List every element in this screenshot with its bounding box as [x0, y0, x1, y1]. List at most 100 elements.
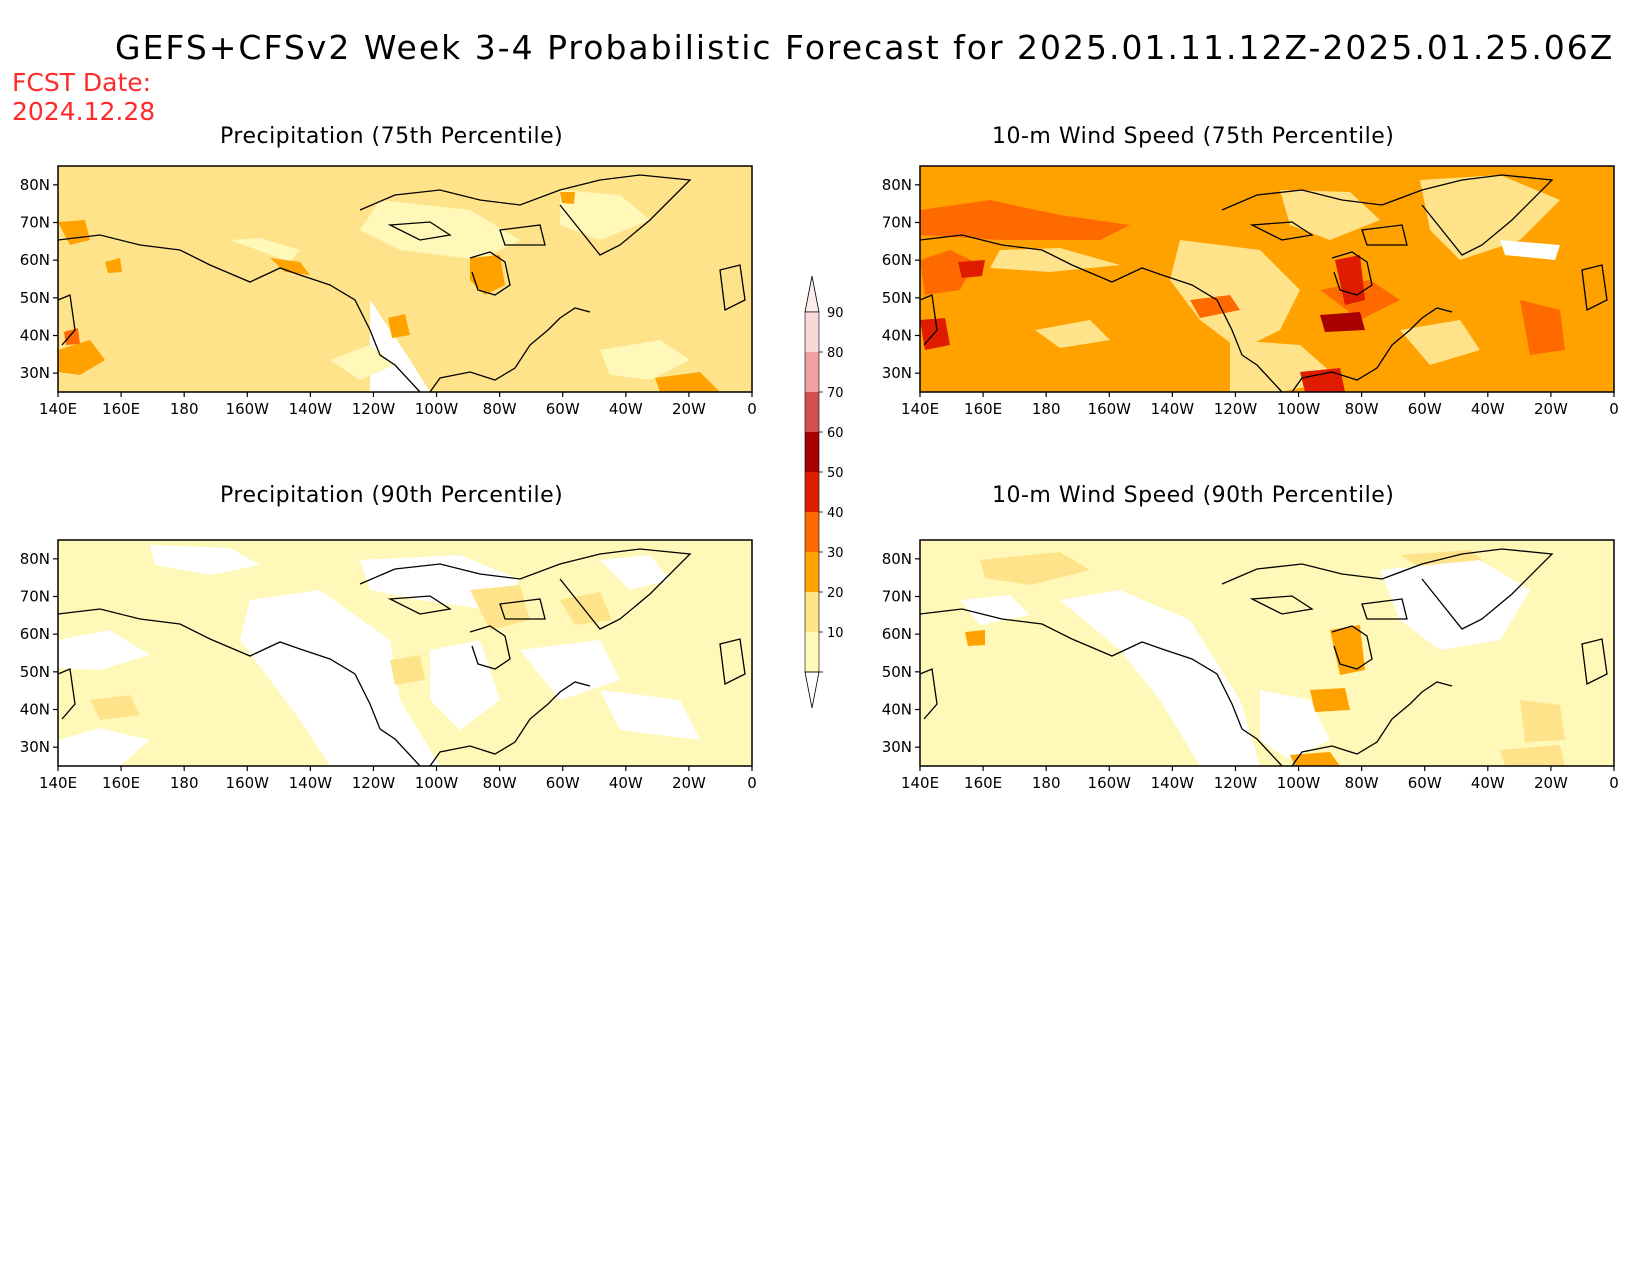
lat-tick-label: 70N — [20, 214, 50, 232]
lat-tick-label: 80N — [20, 176, 50, 194]
colorbar-bottom-triangle — [804, 671, 820, 709]
lon-tick-label: 180 — [170, 400, 199, 418]
lat-tick-label: 50N — [882, 289, 912, 307]
lon-tick-label: 80W — [1345, 774, 1379, 792]
lon-tick-label: 140W — [1151, 774, 1195, 792]
lon-tick-label: 160E — [964, 774, 1002, 792]
lon-tick-label: 120W — [1214, 774, 1258, 792]
lat-tick-label: 60N — [20, 625, 50, 643]
colorbar-swatch — [805, 632, 819, 672]
colorbar: 90 80 70 60 50 40 30 20 10 — [804, 275, 844, 709]
panel-title-wind-75: 10-m Wind Speed (75th Percentile) — [992, 124, 1395, 149]
lat-tick-label: 40N — [20, 701, 50, 719]
lat-tick-label: 50N — [20, 663, 50, 681]
lat-tick-label: 60N — [882, 251, 912, 269]
map-panel-wind-90 — [920, 540, 1614, 766]
lon-tick-label: 160E — [102, 400, 140, 418]
lon-tick-label: 40W — [609, 400, 643, 418]
frame-wind-75 — [919, 165, 1615, 393]
lat-tick-label: 50N — [20, 289, 50, 307]
lon-tick-label: 80W — [483, 400, 517, 418]
lon-tick-label: 120W — [352, 400, 396, 418]
lon-tick-label: 100W — [415, 774, 459, 792]
colorbar-swatch — [805, 552, 819, 592]
lon-tick-label: 80W — [1345, 400, 1379, 418]
lon-tick-label: 0 — [1609, 774, 1619, 792]
lat-tick-label: 50N — [882, 663, 912, 681]
panel-title-precip-75: Precipitation (75th Percentile) — [220, 124, 564, 149]
lat-tick-label: 60N — [882, 625, 912, 643]
map-panel-precip-90 — [58, 540, 752, 766]
lat-tick-label: 80N — [20, 550, 50, 568]
lat-tick-label: 40N — [882, 701, 912, 719]
colorbar-label: 20 — [827, 586, 844, 601]
colorbar-swatch — [805, 472, 819, 512]
colorbar-top-triangle — [804, 275, 820, 313]
panel-title-precip-90: Precipitation (90th Percentile) — [220, 483, 564, 508]
colorbar-swatch — [805, 352, 819, 392]
frame-precip-75 — [57, 165, 753, 393]
axis-ticks: 140E 160E 180 160W 140W 120W 100W 80W 60W 40W 20W 0… — [20, 176, 1619, 792]
figure-title: GEFS+CFSv2 Week 3-4 Probabilistic Foreca… — [115, 28, 1615, 67]
lon-tick-label: 160W — [1088, 774, 1132, 792]
colorbar-swatch — [805, 312, 819, 352]
lon-tick-label: 0 — [1609, 400, 1619, 418]
lat-tick-label: 30N — [882, 364, 912, 382]
lon-tick-label: 100W — [1277, 774, 1321, 792]
forecast-date-block: FCST Date: 2024.12.28 — [12, 68, 155, 126]
lon-tick-label: 180 — [1032, 774, 1061, 792]
lon-tick-label: 140W — [289, 400, 333, 418]
lat-tick-label: 60N — [20, 251, 50, 269]
lon-tick-label: 160E — [964, 400, 1002, 418]
colorbar-swatch — [805, 512, 819, 552]
map-panel-precip-75 — [58, 166, 752, 392]
lon-tick-label: 40W — [609, 774, 643, 792]
lon-tick-label: 0 — [747, 400, 757, 418]
lon-tick-label: 180 — [170, 774, 199, 792]
lat-tick-label: 80N — [882, 550, 912, 568]
lat-tick-label: 70N — [882, 588, 912, 606]
lon-tick-label: 120W — [1214, 400, 1258, 418]
forecast-date-value: 2024.12.28 — [12, 97, 156, 126]
lon-tick-label: 60W — [1408, 400, 1442, 418]
lat-tick-label: 30N — [882, 738, 912, 756]
lat-tick-label: 80N — [882, 176, 912, 194]
colorbar-border — [804, 311, 820, 673]
colorbar-label: 50 — [827, 466, 844, 481]
lon-tick-label: 140E — [39, 400, 77, 418]
colorbar-swatch — [805, 432, 819, 472]
lon-tick-label: 160W — [226, 774, 270, 792]
lon-tick-label: 140E — [901, 400, 939, 418]
colorbar-swatch — [805, 392, 819, 432]
colorbar-label: 90 — [827, 306, 844, 321]
lat-tick-label: 70N — [20, 588, 50, 606]
lon-tick-label: 20W — [1534, 774, 1568, 792]
colorbar-label: 60 — [827, 426, 844, 441]
panel-title-wind-90: 10-m Wind Speed (90th Percentile) — [992, 483, 1395, 508]
lat-tick-label: 40N — [882, 327, 912, 345]
colorbar-label: 80 — [827, 346, 844, 361]
lat-tick-label: 30N — [20, 364, 50, 382]
lon-tick-label: 120W — [352, 774, 396, 792]
lon-tick-label: 180 — [1032, 400, 1061, 418]
lon-tick-label: 40W — [1471, 400, 1505, 418]
colorbar-label: 30 — [827, 546, 844, 561]
coastlines — [57, 174, 1608, 767]
lon-tick-label: 140W — [289, 774, 333, 792]
lon-tick-label: 60W — [546, 774, 580, 792]
lat-tick-label: 30N — [20, 738, 50, 756]
frame-precip-90 — [57, 539, 753, 767]
frame-wind-90 — [919, 539, 1615, 767]
lon-tick-label: 140W — [1151, 400, 1195, 418]
colorbar-swatch — [805, 592, 819, 632]
lon-tick-label: 40W — [1471, 774, 1505, 792]
lat-tick-label: 70N — [882, 214, 912, 232]
lon-tick-label: 140E — [39, 774, 77, 792]
lon-tick-label: 160W — [1088, 400, 1132, 418]
lon-tick-label: 60W — [1408, 774, 1442, 792]
forecast-date-label: FCST Date: — [12, 68, 152, 97]
colorbar-label: 70 — [827, 386, 844, 401]
lon-tick-label: 20W — [1534, 400, 1568, 418]
lon-tick-label: 160W — [226, 400, 270, 418]
